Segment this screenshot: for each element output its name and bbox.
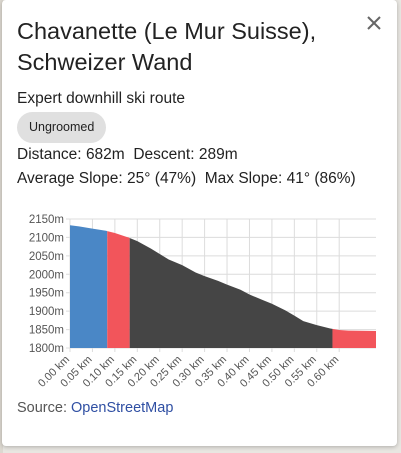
descent-label: Descent: xyxy=(133,146,195,163)
route-title-line2: Schweizer Wand xyxy=(17,49,193,75)
source-label: Source: xyxy=(17,400,67,416)
source-attribution: Source: OpenStreetMap xyxy=(17,400,173,416)
route-title-line1: Chavanette (Le Mur Suisse), xyxy=(17,18,317,44)
max-slope-value: 41° (86%) xyxy=(286,170,356,187)
y-tick-label: 2100m xyxy=(29,232,64,244)
route-type: Expert downhill ski route xyxy=(17,90,185,107)
close-icon xyxy=(367,16,381,30)
distance-value: 682m xyxy=(85,146,125,163)
grooming-badge: Ungroomed xyxy=(17,112,107,143)
route-popup: Chavanette (Le Mur Suisse), Schweizer Wa… xyxy=(2,0,397,446)
elevation-area-segment-red xyxy=(332,328,376,348)
y-tick-label: 2000m xyxy=(29,269,64,281)
elevation-area-segment-blue xyxy=(70,225,108,348)
y-tick-label: 1850m xyxy=(29,325,64,337)
y-tick-label: 1800m xyxy=(29,343,64,355)
stats-slope: Average Slope: 25° (47%) Max Slope: 41° … xyxy=(17,170,356,188)
avg-slope-label: Average Slope: xyxy=(17,170,123,187)
y-tick-label: 1950m xyxy=(29,288,64,300)
distance-label: Distance: xyxy=(17,146,82,163)
max-slope-label: Max Slope: xyxy=(204,170,283,187)
stats-distance-descent: Distance: 682m Descent: 289m xyxy=(17,146,238,164)
source-link[interactable]: OpenStreetMap xyxy=(71,400,174,416)
elevation-area-segment-red xyxy=(107,231,130,348)
map-background xyxy=(0,0,3,453)
y-tick-label: 1900m xyxy=(29,306,64,318)
close-button[interactable] xyxy=(361,10,387,36)
avg-slope-value: 25° (47%) xyxy=(127,170,197,187)
elevation-area-segment-dark xyxy=(129,237,333,348)
route-title: Chavanette (Le Mur Suisse), Schweizer Wa… xyxy=(17,16,347,78)
descent-value: 289m xyxy=(198,146,238,163)
elevation-profile-chart[interactable]: 1800m 1850m 1900m 1950m 2000m 2050m 2100m 2150m… xyxy=(2,205,397,395)
y-tick-label: 2050m xyxy=(29,251,64,263)
y-tick-label: 2150m xyxy=(29,214,64,226)
